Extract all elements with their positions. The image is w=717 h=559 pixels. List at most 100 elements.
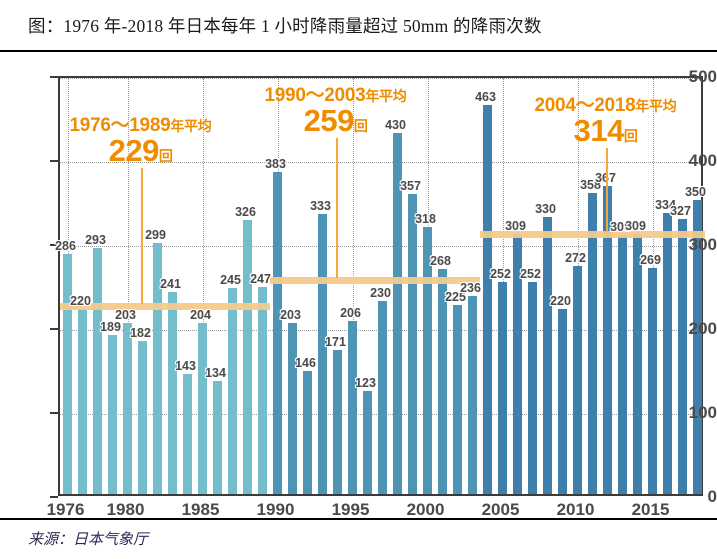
y-axis-tick-label: 100 [688, 403, 717, 422]
bar-value-label: 334 [655, 198, 676, 213]
annotation-leader-line-2 [335, 138, 338, 279]
average-line-1 [60, 302, 270, 310]
bar-value-label: 308 [610, 220, 631, 235]
bar-2016 [662, 213, 673, 494]
average-line-3 [480, 231, 705, 239]
bar-value-label: 241 [160, 276, 181, 291]
source-note: 来源：日本气象厅 [28, 532, 149, 548]
x-axis-tick-label: 1980 [106, 500, 145, 519]
bar-1997 [377, 300, 388, 494]
bar-1994 [332, 350, 343, 494]
average-annotation-2: 1990～2003年平均 259回 [0, 86, 694, 138]
bar-value-label: 134 [205, 366, 226, 381]
bar-2006 [512, 234, 523, 494]
bar-1999 [407, 194, 418, 494]
annotation-period-suffix: 年平均 [170, 118, 212, 134]
bar-2008 [542, 216, 553, 494]
bar-1985 [197, 322, 208, 494]
y-axis-tick-mark [50, 160, 58, 162]
x-axis-tick-label: 2005 [481, 500, 520, 519]
bar-value-label: 203 [280, 308, 301, 323]
bar-value-label: 189 [100, 320, 121, 335]
bar-2000 [422, 226, 433, 494]
y-axis-tick-label: 400 [688, 151, 717, 170]
x-axis-tick-label: 2000 [406, 500, 445, 519]
y-gridline [60, 246, 701, 247]
bar-2009 [557, 309, 568, 494]
y-axis-tick-mark [50, 496, 58, 498]
bar-value-label: 318 [415, 211, 436, 226]
bar-1977 [77, 309, 88, 494]
bar-2014 [632, 234, 643, 494]
bar-value-label: 327 [670, 204, 691, 219]
bar-value-label: 206 [340, 305, 361, 320]
bar-1987 [227, 288, 238, 494]
y-gridline [60, 78, 701, 79]
y-axis-tick-label: 200 [688, 319, 717, 338]
y-axis-tick-mark [50, 244, 58, 246]
annotation-average-unit: 回 [353, 118, 368, 134]
bar-value-label: 143 [175, 358, 196, 373]
bar-2010 [572, 265, 583, 494]
bar-1981 [137, 341, 148, 494]
annotation-period-label: 1976～1989年平均 [69, 115, 212, 136]
bar-value-label: 309 [505, 219, 526, 234]
annotation-leader-line-1 [140, 168, 143, 304]
bar-1996 [362, 390, 373, 494]
annotation-average-unit: 回 [623, 128, 638, 144]
x-axis-tick-label: 1995 [331, 500, 370, 519]
bar-value-label: 293 [85, 232, 106, 247]
bar-value-label: 383 [265, 157, 286, 172]
bar-1991 [287, 323, 298, 494]
bar-1993 [317, 214, 328, 494]
bar-value-label: 358 [580, 178, 601, 193]
bar-value-label: 330 [535, 201, 556, 216]
bar-value-label: 203 [115, 308, 136, 323]
x-axis-tick-label: 2015 [631, 500, 670, 519]
annotation-average-value: 314回 [573, 113, 638, 148]
bar-1992 [302, 371, 313, 494]
x-axis-tick-label: 1985 [181, 500, 220, 519]
bar-value-label: 204 [190, 307, 211, 322]
bar-2004 [482, 105, 493, 494]
bar-2007 [527, 282, 538, 494]
bar-value-label: 220 [550, 294, 571, 309]
x-gridline [202, 78, 204, 494]
bar-value-label: 123 [355, 375, 376, 390]
bar-value-label: 430 [385, 117, 406, 132]
bar-1982 [152, 242, 163, 494]
bar-2012 [602, 185, 613, 494]
page-title: 图：1976 年-2018 年日本每年 1 小时降雨量超过 50mm 的降雨次数 [28, 16, 542, 36]
annotation-average-value: 229回 [108, 133, 173, 168]
annotation-period-label: 1990～2003年平均 [264, 85, 407, 106]
annotation-average-value: 259回 [303, 103, 368, 138]
bar-2015 [647, 268, 658, 494]
bar-value-label: 309 [625, 219, 646, 234]
y-gridline [60, 162, 701, 163]
bar-value-label: 236 [460, 280, 481, 295]
y-axis-tick-label: 500 [688, 67, 717, 86]
x-axis-tick-label: 1990 [256, 500, 295, 519]
y-axis-tick-label: 0 [707, 487, 717, 506]
average-annotation-1: 1976～1989年平均 229回 [0, 116, 499, 168]
bar-value-label: 146 [295, 356, 316, 371]
bar-value-label: 225 [445, 290, 466, 304]
bar-value-label: 299 [145, 227, 166, 242]
bar-value-label: 463 [475, 90, 496, 105]
bar-2011 [587, 193, 598, 494]
bar-value-label: 182 [130, 326, 151, 341]
bar-1983 [167, 291, 178, 494]
x-axis-tick-label: 2010 [556, 500, 595, 519]
bar-1986 [212, 381, 223, 494]
annotation-period-label: 2004～2018年平均 [534, 95, 677, 116]
average-annotation-3: 2004～2018年平均 314回 [247, 96, 717, 148]
bar-1998 [392, 132, 403, 494]
bar-2001 [437, 268, 448, 494]
bar-2005 [497, 282, 508, 494]
bar-1984 [182, 373, 193, 494]
bar-value-label: 252 [520, 267, 541, 282]
x-gridline [127, 78, 129, 494]
bar-value-label: 350 [685, 185, 706, 199]
bar-value-label: 252 [490, 267, 511, 282]
y-axis-tick-mark [50, 412, 58, 414]
